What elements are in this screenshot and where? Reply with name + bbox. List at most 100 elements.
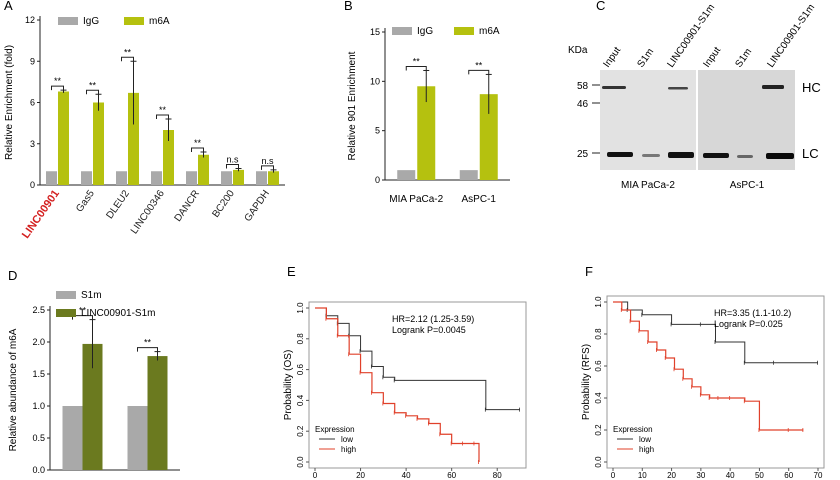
e-x-tick-label: 80	[493, 471, 502, 480]
a-bar	[268, 171, 279, 185]
b-y-tick-label: 5	[375, 126, 380, 136]
blot-band-lc	[703, 153, 729, 158]
f-annotation: HR=3.35 (1.1-10.2)	[714, 308, 791, 318]
b-legend-label: IgG	[417, 26, 433, 37]
a-y-axis-label: Relative Enrichment (fold)	[4, 45, 15, 160]
e-plot-frame	[308, 301, 527, 469]
f-x-tick-label: 30	[696, 471, 705, 480]
e-x-tick-label: 20	[356, 471, 365, 480]
a-legend-swatch	[58, 17, 78, 25]
a-significance-label: **	[194, 138, 202, 148]
e-y-tick-label: 0.8	[296, 333, 305, 345]
f-x-tick-label: 0	[611, 471, 616, 480]
d-y-tick-label: 2.0	[32, 337, 45, 347]
d-bar	[147, 356, 168, 470]
a-significance-label: **	[159, 105, 167, 115]
d-significance-label: **	[144, 338, 152, 348]
blot-lane-label: S1m	[635, 47, 656, 70]
f-y-tick-label: 1.0	[594, 296, 603, 308]
b-bar	[459, 170, 478, 180]
a-y-tick-label: 0	[30, 180, 35, 190]
b-significance-label: **	[475, 60, 483, 70]
blot-band-lc	[766, 153, 794, 159]
b-legend-label: m6A	[479, 26, 500, 37]
survival-plot-f: 0.0 0.2 0.4 0.6 0.8 1.0 0 10 20 30 40 50 60 70 Probabi…	[581, 295, 825, 480]
f-x-tick-label: 40	[726, 471, 735, 480]
d-legend-swatch	[56, 291, 76, 299]
d-y-tick-label: 0.5	[32, 433, 45, 443]
b-legend-swatch	[454, 27, 474, 35]
f-y-tick-label: 0.8	[594, 328, 603, 340]
a-bar	[186, 171, 197, 185]
a-category-label: LINC00901	[20, 188, 62, 241]
blot-band-lc	[642, 154, 660, 157]
d-significance-bracket	[137, 347, 158, 352]
f-annotation: Logrank P=0.025	[714, 319, 783, 329]
e-x-tick-label: 60	[447, 471, 456, 480]
d-bar	[127, 406, 148, 470]
b-y-tick-label: 0	[375, 175, 380, 185]
e-x-tick-label: 40	[402, 471, 411, 480]
a-significance-label: **	[124, 47, 132, 57]
panel-letter-d: D	[8, 268, 17, 283]
f-plot-frame	[606, 295, 825, 469]
blot-cell-line-label: AsPC-1	[730, 180, 765, 191]
a-bar	[93, 102, 104, 185]
f-x-tick-label: 20	[667, 471, 676, 480]
f-y-tick-label: 0.0	[594, 456, 603, 468]
d-legend-swatch	[56, 309, 76, 317]
a-bar	[256, 171, 267, 185]
f-x-tick-label: 10	[638, 471, 647, 480]
e-survival-curve-high	[315, 307, 480, 462]
d-y-tick-label: 1.5	[32, 369, 45, 379]
d-significance-bracket	[72, 315, 93, 320]
e-annotation: HR=2.12 (1.25-3.59)	[392, 314, 474, 324]
panel-letter-c: C	[596, 0, 605, 13]
e-legend-title: Expression	[315, 425, 355, 434]
blot-kda-label: KDa	[568, 45, 588, 56]
e-y-tick-label: 0.6	[296, 363, 305, 375]
blot-marker-label: 46	[577, 99, 589, 110]
blot-band-hc	[668, 87, 688, 90]
b-bar	[397, 170, 416, 180]
blot-lane-label: LINC00901-S1m	[765, 2, 817, 69]
bar-chart-b: 0 5 10 15 Relative 901 Enrichment ** MIA PaCa-…	[347, 26, 510, 205]
d-y-tick-label: 2.5	[32, 305, 45, 315]
a-category-label: Gas5	[74, 188, 97, 214]
b-legend-swatch	[392, 27, 412, 35]
e-y-tick-label: 1.0	[296, 302, 305, 314]
a-bar	[116, 171, 127, 185]
f-legend-label: low	[639, 435, 651, 444]
d-legend-label: S1m	[81, 290, 102, 301]
b-y-tick-label: 15	[370, 27, 380, 37]
d-y-axis-label: Relative abundance of m6A	[8, 328, 19, 451]
f-x-tick-label: 50	[755, 471, 764, 480]
b-bar	[417, 86, 436, 180]
a-category-label: GAPDH	[243, 188, 272, 223]
b-significance-bracket	[405, 65, 427, 71]
a-bar	[221, 171, 232, 185]
a-y-tick-label: 6	[30, 98, 35, 108]
a-significance-label: n.s	[226, 155, 239, 165]
d-y-tick-label: 1.0	[32, 401, 45, 411]
blot-band-lc	[737, 155, 753, 158]
blot-band-label-lc: LC	[802, 146, 819, 161]
blot-band-lc	[607, 152, 633, 157]
panel-letter-a: A	[4, 0, 13, 13]
b-significance-label: **	[413, 56, 421, 66]
f-y-tick-label: 0.6	[594, 360, 603, 372]
b-bar	[479, 94, 498, 180]
a-bar	[151, 171, 162, 185]
e-x-tick-label: 0	[313, 471, 318, 480]
f-legend-label: high	[639, 445, 654, 454]
a-bar	[81, 171, 92, 185]
a-bar	[198, 154, 209, 185]
a-y-tick-label: 12	[25, 15, 35, 25]
blot-marker-label: 25	[577, 149, 589, 160]
blot-cell-line-label: MIA PaCa-2	[621, 180, 675, 191]
a-significance-bracket	[156, 114, 169, 119]
e-y-tick-label: 0.0	[296, 456, 305, 468]
blot-lane-label: Input	[701, 45, 723, 70]
e-legend-label: high	[341, 445, 356, 454]
